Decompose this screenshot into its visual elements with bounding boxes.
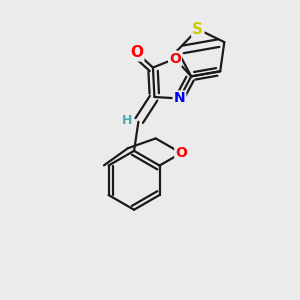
Text: O: O (130, 45, 143, 60)
Text: N: N (174, 92, 185, 106)
Text: H: H (122, 114, 132, 127)
Text: O: O (169, 52, 181, 66)
Text: S: S (192, 22, 203, 37)
Text: O: O (175, 146, 187, 160)
